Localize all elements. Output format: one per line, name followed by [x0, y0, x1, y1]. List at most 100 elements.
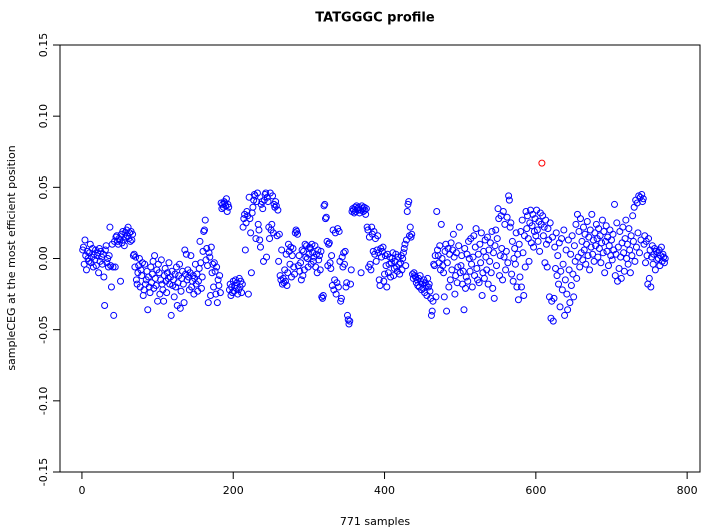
- data-point: [647, 283, 655, 291]
- data-point: [157, 256, 165, 264]
- data-point: [508, 237, 516, 245]
- data-point: [295, 252, 303, 260]
- data-point: [381, 270, 389, 278]
- data-point: [206, 253, 214, 261]
- data-point: [334, 283, 342, 291]
- data-point: [225, 203, 233, 211]
- data-point: [660, 259, 668, 267]
- data-point: [428, 307, 436, 315]
- data-point: [400, 245, 408, 253]
- data-point: [555, 239, 563, 247]
- data-point: [517, 283, 525, 291]
- data-point: [620, 267, 628, 275]
- data-point: [438, 255, 446, 262]
- data-point: [625, 225, 633, 233]
- data-point: [596, 232, 604, 240]
- data-point: [502, 266, 510, 274]
- x-tick-label: 600: [525, 484, 546, 497]
- data-point: [597, 259, 605, 267]
- data-point: [659, 250, 667, 258]
- data-point: [562, 246, 570, 254]
- data-point: [86, 240, 94, 248]
- data-point: [370, 227, 378, 235]
- data-point: [605, 242, 613, 250]
- data-point: [602, 222, 610, 230]
- data-point: [256, 236, 264, 244]
- data-point: [300, 247, 308, 255]
- data-point: [490, 294, 498, 302]
- data-point: [475, 279, 483, 287]
- data-point: [517, 227, 525, 235]
- data-point: [362, 205, 370, 213]
- data-point: [371, 250, 379, 258]
- data-point: [592, 220, 600, 228]
- data-point: [499, 276, 507, 284]
- data-point: [624, 260, 632, 268]
- data-point: [79, 243, 87, 251]
- data-point: [187, 252, 195, 260]
- data-point: [443, 259, 451, 267]
- data-point: [165, 259, 173, 267]
- data-point: [160, 297, 168, 305]
- data-point: [611, 272, 619, 280]
- data-point: [557, 267, 565, 275]
- data-point: [167, 311, 175, 319]
- data-point: [632, 243, 640, 251]
- data-point: [487, 269, 495, 277]
- data-point: [333, 279, 341, 287]
- data-point: [335, 227, 343, 235]
- y-tick-label: 0.10: [37, 104, 50, 128]
- data-point: [172, 283, 180, 291]
- data-point: [144, 306, 152, 314]
- data-point: [573, 210, 581, 218]
- data-point: [561, 311, 569, 319]
- data-point: [346, 280, 354, 288]
- data-point: [484, 280, 492, 288]
- data-point: [346, 317, 354, 325]
- data-point: [455, 223, 463, 231]
- data-point: [631, 257, 639, 265]
- data-point: [476, 240, 484, 248]
- data-point: [111, 263, 119, 271]
- data-point: [379, 243, 387, 251]
- data-point: [563, 290, 571, 298]
- data-point: [477, 229, 485, 237]
- data-point: [180, 299, 188, 307]
- data-point: [567, 282, 575, 290]
- data-point: [440, 269, 448, 277]
- data-point: [102, 242, 110, 250]
- data-point: [147, 263, 155, 271]
- data-point: [579, 256, 587, 264]
- data-point: [565, 266, 573, 274]
- data-point: [506, 223, 514, 231]
- data-point: [480, 274, 488, 282]
- data-point: [623, 240, 631, 248]
- data-point: [590, 257, 598, 265]
- data-point: [489, 284, 497, 292]
- data-point: [200, 226, 208, 234]
- data-point: [657, 243, 665, 251]
- data-point: [139, 292, 147, 300]
- data-point: [519, 249, 527, 257]
- data-point: [527, 239, 535, 247]
- data-point: [182, 250, 190, 258]
- data-point: [211, 267, 219, 275]
- data-point: [649, 260, 657, 268]
- data-point: [461, 284, 469, 292]
- data-point: [193, 270, 201, 278]
- data-point: [224, 200, 232, 208]
- data-point: [603, 247, 611, 255]
- data-point: [426, 287, 434, 295]
- data-point: [262, 189, 270, 197]
- data-point: [512, 229, 520, 237]
- data-point: [408, 230, 416, 238]
- data-point: [205, 249, 213, 257]
- data-point: [528, 222, 536, 230]
- data-point: [290, 263, 298, 271]
- data-point: [554, 252, 562, 260]
- data-point: [500, 253, 508, 261]
- data-point: [464, 277, 472, 285]
- data-point: [451, 290, 459, 298]
- data-point: [462, 273, 470, 281]
- data-point: [425, 280, 433, 288]
